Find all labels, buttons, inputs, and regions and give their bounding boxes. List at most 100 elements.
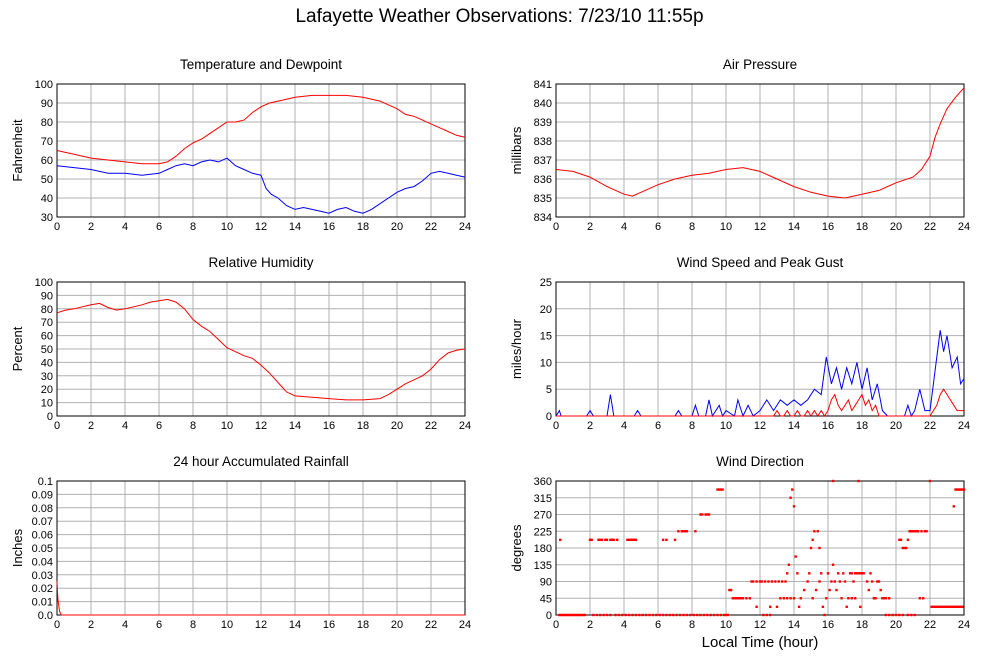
y-tick-label: 837 — [534, 155, 552, 167]
data-point — [913, 613, 916, 617]
chart-title: Wind Direction — [716, 454, 804, 469]
data-point — [770, 580, 774, 583]
data-point — [610, 538, 614, 542]
data-point — [699, 513, 702, 516]
x-tick-label: 4 — [621, 619, 627, 631]
data-point — [825, 597, 828, 600]
y-tick-label: 50 — [41, 174, 53, 186]
data-point — [906, 613, 910, 617]
data-point — [814, 588, 818, 592]
data-point — [726, 613, 729, 617]
y-tick-label: 0.01 — [32, 597, 53, 609]
data-point — [806, 580, 809, 583]
y-axis-label: Fahrenheit — [10, 119, 25, 182]
data-point — [837, 572, 840, 575]
x-tick-label: 4 — [122, 619, 128, 631]
data-point — [634, 613, 638, 617]
data-point — [925, 530, 928, 533]
data-point — [590, 538, 593, 542]
data-point — [792, 597, 796, 600]
x-tick-label: 18 — [357, 619, 369, 631]
x-tick-label: 24 — [958, 619, 970, 631]
y-tick-label: 0.0 — [38, 610, 53, 622]
x-tick-label: 16 — [323, 619, 335, 631]
data-point — [735, 597, 738, 600]
y-tick-label: 0.09 — [32, 489, 53, 501]
x-tick-label: 2 — [587, 221, 593, 233]
x-tick-label: 24 — [459, 420, 471, 432]
x-tick-label: 14 — [289, 420, 301, 432]
data-point — [842, 572, 845, 575]
data-point — [559, 538, 562, 542]
data-point — [706, 513, 709, 516]
data-point — [954, 488, 957, 491]
x-tick-label: 2 — [88, 420, 94, 432]
y-tick-label: 45 — [540, 593, 552, 605]
y-tick-label: 10 — [540, 357, 552, 369]
x-tick-label: 16 — [323, 221, 335, 233]
data-point — [777, 580, 780, 583]
data-point — [605, 613, 609, 617]
y-axis-label: Percent — [10, 326, 25, 371]
x-axis-title: Local Time (hour) — [701, 634, 819, 651]
data-point — [684, 530, 687, 533]
x-tick-label: 6 — [655, 420, 661, 432]
data-point — [786, 572, 789, 575]
data-point — [769, 605, 772, 609]
data-point — [881, 597, 884, 600]
x-tick-label: 16 — [822, 619, 834, 631]
data-point — [582, 613, 585, 617]
data-point — [750, 580, 753, 583]
y-tick-label: 135 — [534, 560, 552, 572]
data-point — [786, 597, 789, 600]
series-line-blue — [555, 330, 965, 418]
x-tick-label: 8 — [190, 619, 196, 631]
data-point — [580, 613, 583, 617]
x-tick-label: 16 — [323, 420, 335, 432]
data-point — [755, 605, 758, 609]
data-point — [937, 605, 940, 609]
y-axis-label: miles/hour — [509, 318, 524, 379]
data-point — [857, 479, 860, 483]
x-tick-label: 24 — [459, 221, 471, 233]
data-point — [910, 613, 913, 617]
data-point — [911, 530, 915, 533]
data-point — [957, 605, 961, 609]
plot-frame — [555, 480, 965, 616]
x-tick-label: 4 — [122, 420, 128, 432]
data-point — [565, 613, 568, 617]
x-tick-label: 22 — [924, 619, 936, 631]
data-point — [877, 580, 881, 583]
data-point — [706, 613, 709, 617]
data-point — [784, 580, 787, 583]
data-point — [559, 613, 563, 617]
data-point — [823, 613, 826, 617]
data-point — [789, 597, 792, 600]
data-point — [605, 538, 609, 542]
data-point — [959, 488, 962, 491]
y-axis-label: millibars — [509, 126, 524, 174]
data-point — [723, 613, 726, 617]
data-point — [731, 597, 734, 600]
data-point — [947, 605, 950, 609]
data-point — [939, 605, 942, 609]
data-point — [838, 580, 842, 583]
data-point — [668, 613, 672, 617]
data-point — [789, 496, 792, 499]
series-line-red — [56, 298, 466, 401]
y-tick-label: 841 — [534, 79, 552, 91]
data-point — [755, 580, 758, 583]
data-point — [894, 613, 898, 617]
x-tick-label: 14 — [788, 619, 800, 631]
data-point — [767, 580, 770, 583]
data-point — [599, 538, 602, 542]
y-tick-label: 0.06 — [32, 530, 53, 542]
data-point — [566, 613, 570, 617]
data-point — [685, 530, 689, 533]
chart-title: Wind Speed and Peak Gust — [677, 255, 844, 270]
